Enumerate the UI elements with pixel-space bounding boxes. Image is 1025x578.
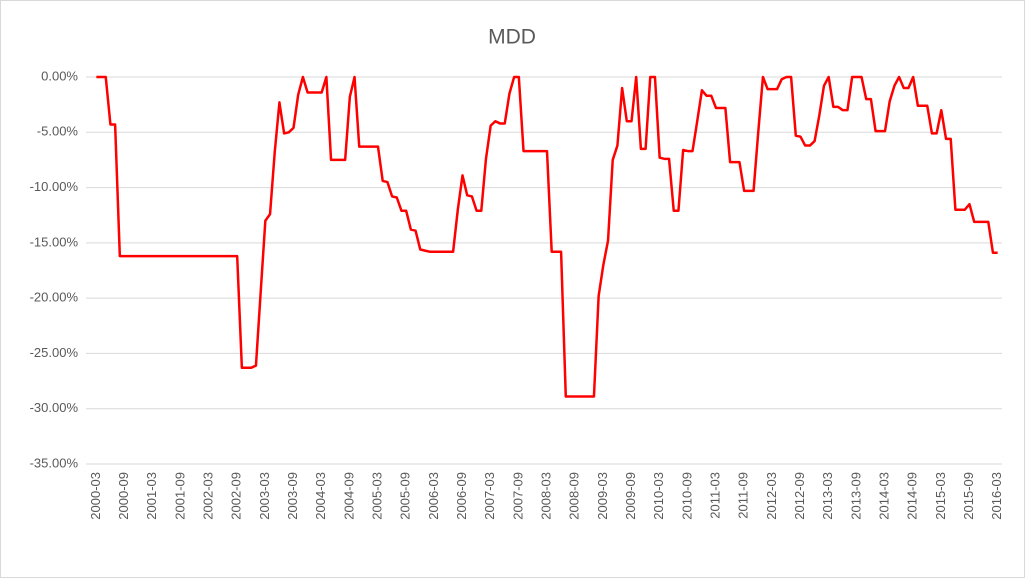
x-tick-label: 2007-09 [510,472,525,520]
x-tick-label: 2008-09 [567,472,582,520]
x-tick-label: 2010-03 [651,472,666,520]
x-tick-label: 2014-03 [876,472,891,520]
x-tick-label: 2015-03 [933,472,948,520]
y-tick-label: -30.00% [30,400,79,415]
x-tick-label: 2005-03 [369,472,384,520]
x-tick-label: 2000-09 [116,472,131,520]
y-tick-label: -10.00% [30,179,79,194]
data-line [96,75,998,398]
x-tick-label: 2001-09 [172,472,187,520]
x-tick-label: 2009-09 [623,472,638,520]
x-tick-label: 2005-09 [398,472,413,520]
x-tick-label: 2010-09 [679,472,694,520]
x-tick-label: 2012-09 [792,472,807,520]
x-tick-label: 2009-03 [595,472,610,520]
x-tick-label: 2000-03 [88,472,103,520]
x-tick-label: 2001-03 [144,472,159,520]
x-tick-label: 2007-03 [482,472,497,520]
y-tick-label: -35.00% [30,455,79,470]
x-tick-label: 2011-03 [707,472,722,519]
x-tick-label: 2013-03 [820,472,835,520]
x-tick-label: 2004-03 [313,472,328,520]
x-tick-label: 2016-03 [989,472,1004,520]
x-tick-label: 2012-03 [764,472,779,520]
y-tick-label: -25.00% [30,345,79,360]
x-tick-label: 2002-09 [229,472,244,520]
x-tick-label: 2015-09 [961,472,976,520]
x-tick-label: 2008-03 [538,472,553,520]
y-tick-label: 0.00% [41,68,78,83]
x-tick-label: 2011-09 [736,472,751,519]
x-tick-label: 2006-03 [426,472,441,520]
x-tick-label: 2006-09 [454,472,469,520]
x-tick-label: 2003-03 [257,472,272,520]
x-tick-label: 2003-09 [285,472,300,520]
y-tick-label: -20.00% [30,290,79,305]
chart-title: MDD [488,26,536,49]
y-tick-label: -15.00% [30,234,79,249]
x-tick-label: 2014-09 [905,472,920,520]
x-tick-label: 2013-09 [848,472,863,520]
x-tick-label: 2004-09 [341,472,356,520]
x-tick-label: 2002-03 [200,472,215,520]
y-tick-label: -5.00% [37,124,79,139]
